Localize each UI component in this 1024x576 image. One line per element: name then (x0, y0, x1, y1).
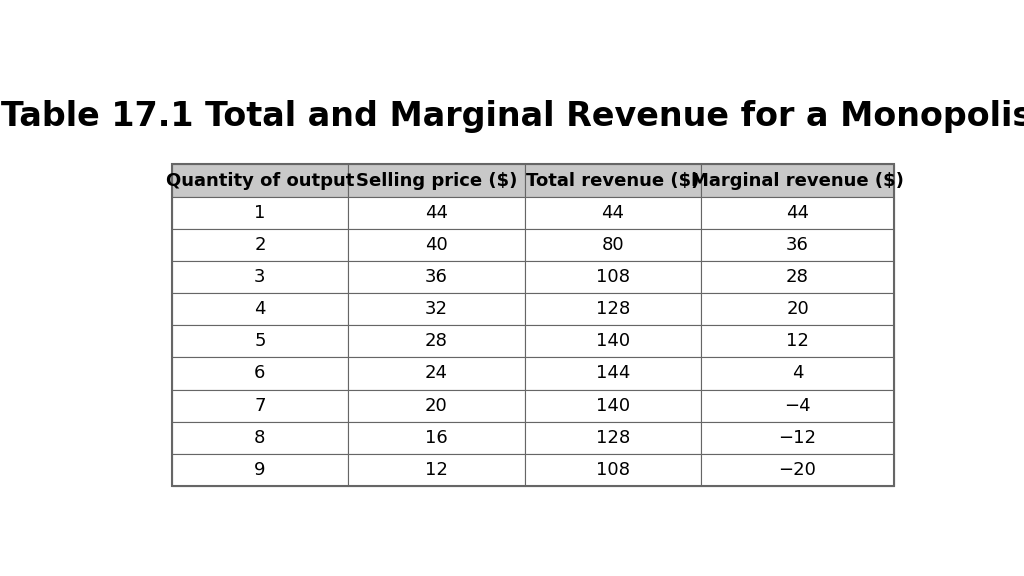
Text: 32: 32 (425, 300, 447, 318)
Bar (701, 229, 894, 261)
Bar (172, 357, 348, 389)
Bar (701, 422, 894, 454)
Bar (348, 196, 524, 229)
Bar (348, 325, 524, 357)
Text: 12: 12 (786, 332, 809, 350)
Bar (172, 293, 348, 325)
Bar (701, 261, 894, 293)
Bar (701, 357, 894, 389)
Bar (701, 325, 894, 357)
Text: 5: 5 (254, 332, 265, 350)
Bar (348, 389, 524, 422)
Text: 2: 2 (254, 236, 265, 254)
Text: 28: 28 (786, 268, 809, 286)
Bar (348, 261, 524, 293)
Bar (701, 389, 894, 422)
Text: 4: 4 (254, 300, 265, 318)
Bar (524, 325, 701, 357)
Bar (701, 196, 894, 229)
Text: 44: 44 (425, 204, 447, 222)
Bar (524, 422, 701, 454)
Text: Quantity of output: Quantity of output (166, 172, 354, 190)
Bar (524, 454, 701, 486)
Text: 20: 20 (786, 300, 809, 318)
Bar (524, 229, 701, 261)
Text: 140: 140 (596, 332, 630, 350)
Bar (172, 229, 348, 261)
Bar (524, 196, 701, 229)
Text: Marginal revenue ($): Marginal revenue ($) (691, 172, 904, 190)
Text: 6: 6 (254, 365, 265, 382)
Bar (172, 261, 348, 293)
Text: 16: 16 (425, 429, 447, 447)
Text: 140: 140 (596, 397, 630, 415)
Bar (172, 422, 348, 454)
Bar (348, 422, 524, 454)
Bar (172, 165, 894, 486)
Text: 144: 144 (596, 365, 630, 382)
Text: 7: 7 (254, 397, 265, 415)
Text: 108: 108 (596, 461, 630, 479)
Bar (348, 229, 524, 261)
Text: −12: −12 (778, 429, 816, 447)
Text: Table 17.1 Total and Marginal Revenue for a Monopolist: Table 17.1 Total and Marginal Revenue fo… (1, 100, 1024, 133)
Text: 44: 44 (601, 204, 625, 222)
Bar (701, 293, 894, 325)
Bar (701, 165, 894, 196)
Text: Selling price ($): Selling price ($) (355, 172, 517, 190)
Text: −4: −4 (784, 397, 811, 415)
Bar (172, 196, 348, 229)
Bar (524, 261, 701, 293)
Text: 4: 4 (792, 365, 803, 382)
Bar (172, 389, 348, 422)
Text: 36: 36 (425, 268, 447, 286)
Text: 9: 9 (254, 461, 265, 479)
Text: 20: 20 (425, 397, 447, 415)
Text: 80: 80 (602, 236, 625, 254)
Text: 36: 36 (786, 236, 809, 254)
Text: 128: 128 (596, 429, 630, 447)
Text: −20: −20 (778, 461, 816, 479)
Text: 24: 24 (425, 365, 447, 382)
Bar (172, 165, 348, 196)
Text: Total revenue ($): Total revenue ($) (526, 172, 699, 190)
Bar (348, 165, 524, 196)
Text: 3: 3 (254, 268, 265, 286)
Text: 12: 12 (425, 461, 447, 479)
Bar (172, 325, 348, 357)
Text: 28: 28 (425, 332, 447, 350)
Bar (524, 165, 701, 196)
Text: 1: 1 (254, 204, 265, 222)
Text: 108: 108 (596, 268, 630, 286)
Bar (701, 454, 894, 486)
Bar (348, 454, 524, 486)
Bar (348, 357, 524, 389)
Bar (524, 357, 701, 389)
Bar (172, 454, 348, 486)
Text: 44: 44 (786, 204, 809, 222)
Bar (524, 293, 701, 325)
Text: 8: 8 (254, 429, 265, 447)
Text: 40: 40 (425, 236, 447, 254)
Bar (524, 389, 701, 422)
Text: 128: 128 (596, 300, 630, 318)
Bar (348, 293, 524, 325)
